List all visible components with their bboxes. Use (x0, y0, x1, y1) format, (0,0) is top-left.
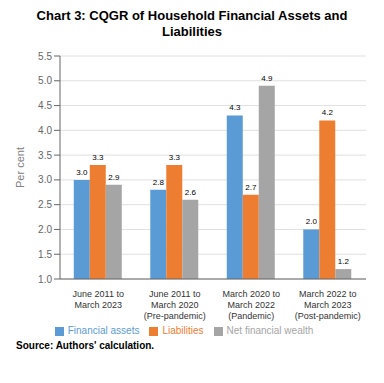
svg-text:1.5: 1.5 (38, 249, 52, 260)
svg-text:2.6: 2.6 (185, 188, 197, 197)
svg-text:3.3: 3.3 (92, 153, 104, 162)
svg-text:Per cent: Per cent (14, 147, 26, 188)
html-text:Financial assets: Financial assets (67, 325, 140, 336)
svg-text:5.0: 5.0 (38, 75, 52, 86)
svg-text:2.8: 2.8 (153, 178, 165, 187)
svg-text:2.9: 2.9 (108, 173, 120, 182)
svg-text:2.0: 2.0 (306, 217, 318, 226)
svg-text:3.5: 3.5 (38, 150, 52, 161)
svg-text:4.9: 4.9 (261, 74, 273, 83)
svg-text:June 2011 toMarch 2023: June 2011 toMarch 2023 (73, 289, 124, 310)
svg-text:1.2: 1.2 (338, 257, 350, 266)
html-text:Liabilities: Liabilities (162, 325, 204, 336)
html-text:Net financial wealth: Net financial wealth (226, 325, 314, 336)
svg-text:3.3: 3.3 (169, 153, 181, 162)
svg-text:2.0: 2.0 (38, 224, 52, 235)
svg-text:3.0: 3.0 (76, 168, 88, 177)
svg-text:4.2: 4.2 (322, 108, 334, 117)
svg-text:2.7: 2.7 (245, 183, 257, 192)
html-text:Chart 3: CQGR of Household Fin: Chart 3: CQGR of Household Financial Ass… (36, 8, 348, 39)
svg-text:4.5: 4.5 (38, 100, 52, 111)
svg-text:March 2022 toMarch 2023(Post-p: March 2022 toMarch 2023(Post-pandemic) (295, 289, 361, 321)
svg-text:4.0: 4.0 (38, 125, 52, 136)
html-text:Source: Authors' calculation.: Source: Authors' calculation. (16, 340, 155, 351)
svg-text:1.0: 1.0 (38, 274, 52, 285)
svg-text:June 2011 toMarch 2020(Pre-pan: June 2011 toMarch 2020(Pre-pandemic) (144, 289, 206, 321)
svg-text:4.3: 4.3 (229, 103, 241, 112)
svg-text:3.0: 3.0 (38, 174, 52, 185)
svg-text:March 2020 toMarch 2022(Pandem: March 2020 toMarch 2022(Pandemic) (222, 289, 280, 321)
svg-text:5.5: 5.5 (38, 51, 52, 62)
svg-text:2.5: 2.5 (38, 199, 52, 210)
